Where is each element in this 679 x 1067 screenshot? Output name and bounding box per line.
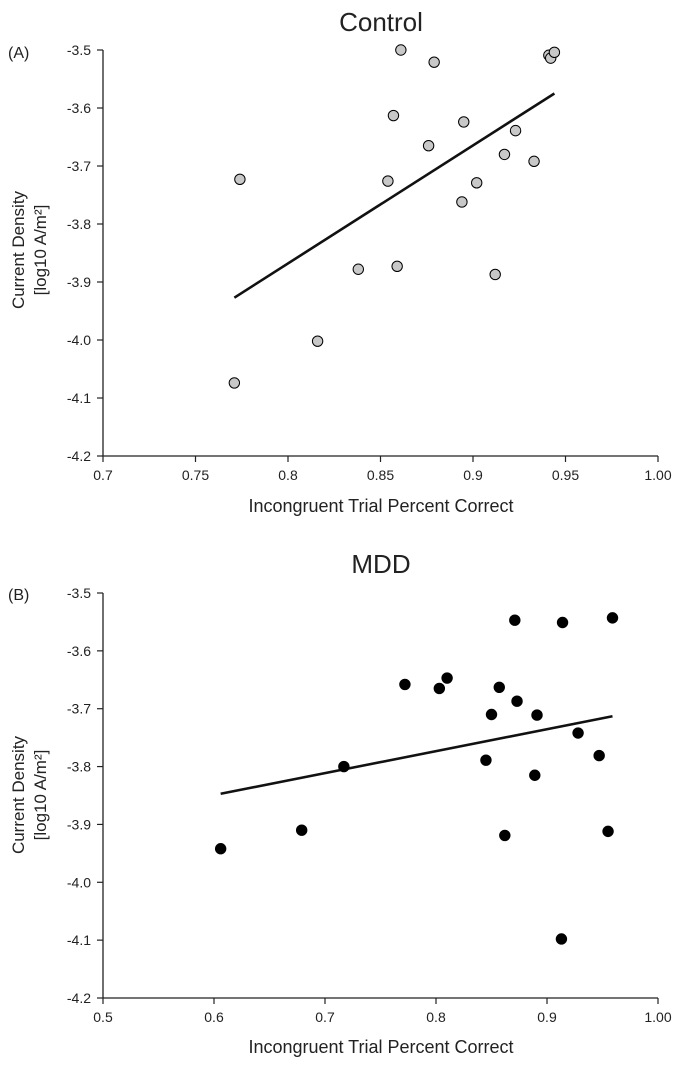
data-point — [433, 682, 446, 695]
data-point — [352, 263, 364, 275]
y-tick-label: -3.7 — [67, 701, 91, 717]
data-point — [498, 148, 511, 161]
panel-b-ylabel-line2: [log10 A/m²] — [31, 750, 50, 841]
y-tick-label: -3.9 — [67, 816, 91, 832]
data-point — [441, 672, 453, 684]
data-point — [499, 829, 511, 842]
panel-b-ylabel-line1: Current Density — [9, 735, 28, 854]
y-tick-label: -4.2 — [67, 448, 91, 464]
data-point — [602, 825, 614, 838]
data-point — [395, 44, 407, 56]
x-tick-label: 0.9 — [537, 1009, 557, 1025]
panel-a-xlabel: Incongruent Trial Percent Correct — [248, 496, 513, 516]
x-tick-label: 0.75 — [182, 467, 209, 483]
data-point — [391, 260, 403, 273]
x-tick-label: 0.5 — [93, 1009, 113, 1025]
data-point — [493, 681, 505, 694]
data-point — [311, 335, 324, 347]
panel-a-axes — [102, 50, 658, 457]
data-point — [234, 173, 246, 186]
x-tick-label: 0.85 — [367, 467, 394, 483]
x-tick-label: 1.00 — [644, 467, 671, 483]
panel-b-ticks: 0.5 0.6 0.7 0.8 0.9 1.00 -3.5 -3.6 -3.7 -3.8 -3.9 -… — [67, 585, 672, 1025]
data-point — [556, 616, 569, 629]
y-tick-label: -3.5 — [67, 585, 91, 601]
x-tick-label: 0.8 — [278, 467, 298, 483]
panel-a-ylabel-line2: [log10 A/m²] — [31, 205, 50, 296]
x-tick-label: 0.9 — [463, 467, 483, 483]
data-point — [485, 708, 498, 721]
data-point — [228, 377, 241, 389]
data-point — [548, 46, 561, 59]
x-tick-label: 0.6 — [204, 1009, 224, 1025]
panel-a: Control (A) Current Density [log10 A/m²]… — [8, 7, 672, 516]
data-point — [531, 709, 543, 721]
y-tick-label: -3.8 — [67, 759, 91, 775]
data-point — [428, 56, 440, 68]
data-point — [214, 843, 227, 855]
x-tick-label: 0.7 — [93, 467, 113, 483]
panel-a-marks — [228, 44, 561, 389]
x-tick-label: 0.95 — [552, 467, 579, 483]
data-point — [456, 196, 468, 208]
data-point — [509, 614, 521, 626]
data-point — [509, 124, 522, 137]
x-tick-label: 0.7 — [315, 1009, 335, 1025]
y-tick-label: -3.6 — [67, 643, 91, 659]
panel-a-label: (A) — [8, 45, 29, 62]
data-point — [458, 116, 470, 128]
y-tick-label: -4.0 — [67, 874, 91, 890]
panel-b-xlabel: Incongruent Trial Percent Correct — [248, 1037, 513, 1057]
data-point — [593, 749, 605, 762]
data-point — [480, 754, 492, 766]
panel-b-title: MDD — [351, 549, 410, 579]
data-point — [422, 140, 435, 152]
data-point — [511, 695, 523, 707]
panel-b: MDD (B) Current Density [log10 A/m²] Inc… — [8, 549, 672, 1057]
regression-line — [220, 714, 613, 796]
data-point — [606, 612, 619, 624]
y-tick-label: -4.1 — [67, 390, 91, 406]
data-point — [528, 155, 540, 168]
data-point — [555, 933, 568, 945]
y-tick-label: -3.7 — [67, 158, 91, 174]
y-tick-label: -4.2 — [67, 990, 91, 1006]
data-point — [295, 824, 308, 836]
panel-b-label: (B) — [8, 587, 29, 604]
panel-b-marks — [214, 612, 619, 945]
y-tick-label: -4.1 — [67, 932, 91, 948]
data-point — [471, 177, 483, 189]
data-point — [399, 678, 411, 691]
y-tick-label: -3.8 — [67, 216, 91, 232]
y-tick-label: -3.9 — [67, 274, 91, 290]
data-point — [338, 760, 350, 773]
x-tick-label: 1.00 — [644, 1009, 671, 1025]
data-point — [382, 175, 394, 187]
panel-a-ylabel-line1: Current Density — [9, 190, 28, 309]
data-point — [529, 769, 541, 781]
panel-a-title: Control — [339, 7, 423, 37]
panel-a-ticks: 0.7 0.75 0.8 0.85 0.9 0.95 1.00 -3.5 -3.6 -3.7 -3.… — [67, 42, 672, 483]
y-tick-label: -3.6 — [67, 100, 91, 116]
x-tick-label: 0.8 — [426, 1009, 446, 1025]
y-tick-label: -4.0 — [67, 332, 91, 348]
regression-line — [233, 92, 556, 299]
data-point — [387, 109, 400, 122]
y-tick-label: -3.5 — [67, 42, 91, 58]
data-point — [489, 268, 501, 281]
panel-b-axes — [102, 593, 658, 999]
data-point — [572, 727, 584, 739]
